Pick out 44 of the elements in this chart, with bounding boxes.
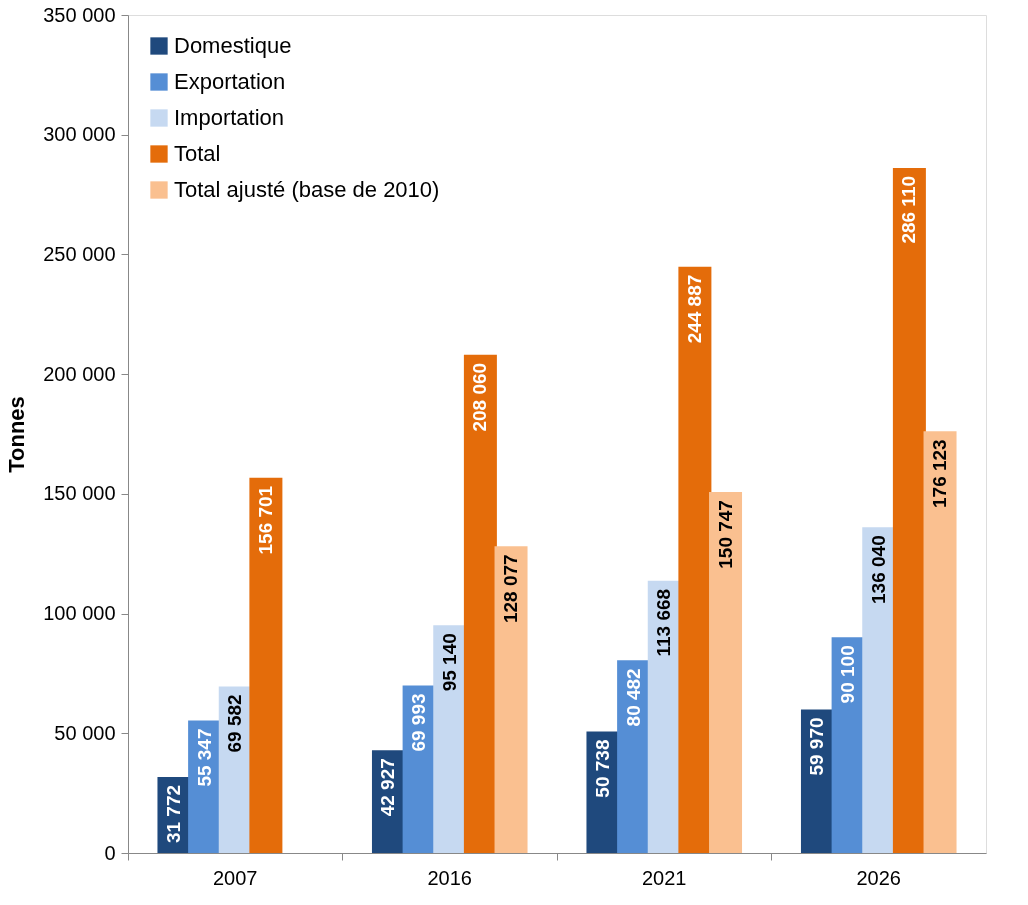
data-label: 90 100 <box>837 645 859 704</box>
data-label: 128 077 <box>500 554 522 624</box>
data-label: 59 970 <box>806 717 828 776</box>
x-tick-label: 2016 <box>427 866 472 889</box>
bar <box>892 167 926 853</box>
data-label: 208 060 <box>469 362 491 432</box>
data-label: 69 993 <box>408 693 430 752</box>
legend-label: Exportation <box>174 69 286 94</box>
x-tick-label: 2021 <box>642 866 687 889</box>
data-label: 50 738 <box>591 739 613 798</box>
data-label: 286 110 <box>898 175 920 244</box>
bar <box>463 354 497 853</box>
y-tick-label: 200 000 <box>43 362 116 385</box>
data-label: 244 887 <box>683 274 705 344</box>
data-label: 150 747 <box>714 500 736 569</box>
x-tick-label: 2026 <box>856 866 901 889</box>
data-label: 55 347 <box>193 728 215 787</box>
data-label: 113 668 <box>653 588 675 657</box>
y-tick-label: 300 000 <box>43 123 116 146</box>
legend-label: Total ajusté (base de 2010) <box>174 177 440 202</box>
y-tick-label: 350 000 <box>43 3 116 26</box>
data-label: 42 927 <box>377 758 399 817</box>
data-label: 136 040 <box>867 535 889 604</box>
bar <box>249 477 283 853</box>
bar <box>678 266 712 853</box>
bar <box>923 431 957 853</box>
y-axis-title: Tonnes <box>4 396 30 473</box>
legend-label: Importation <box>174 105 285 130</box>
y-tick-label: 250 000 <box>43 242 116 265</box>
y-tick-label: 0 <box>104 841 116 864</box>
data-label: 176 123 <box>929 439 951 508</box>
data-label: 80 482 <box>622 668 644 727</box>
data-label: 156 701 <box>254 485 276 555</box>
x-tick-label: 2007 <box>213 866 258 889</box>
data-label: 95 140 <box>438 633 460 692</box>
y-tick-label: 150 000 <box>43 482 116 505</box>
data-label: 31 772 <box>162 784 184 844</box>
data-label: 69 582 <box>224 694 246 753</box>
legend-label: Total <box>174 141 221 166</box>
y-tick-label: 100 000 <box>43 602 116 625</box>
bar <box>709 492 743 853</box>
legend-label: Domestique <box>174 33 292 58</box>
bar <box>494 546 528 853</box>
y-tick-label: 50 000 <box>54 721 116 744</box>
